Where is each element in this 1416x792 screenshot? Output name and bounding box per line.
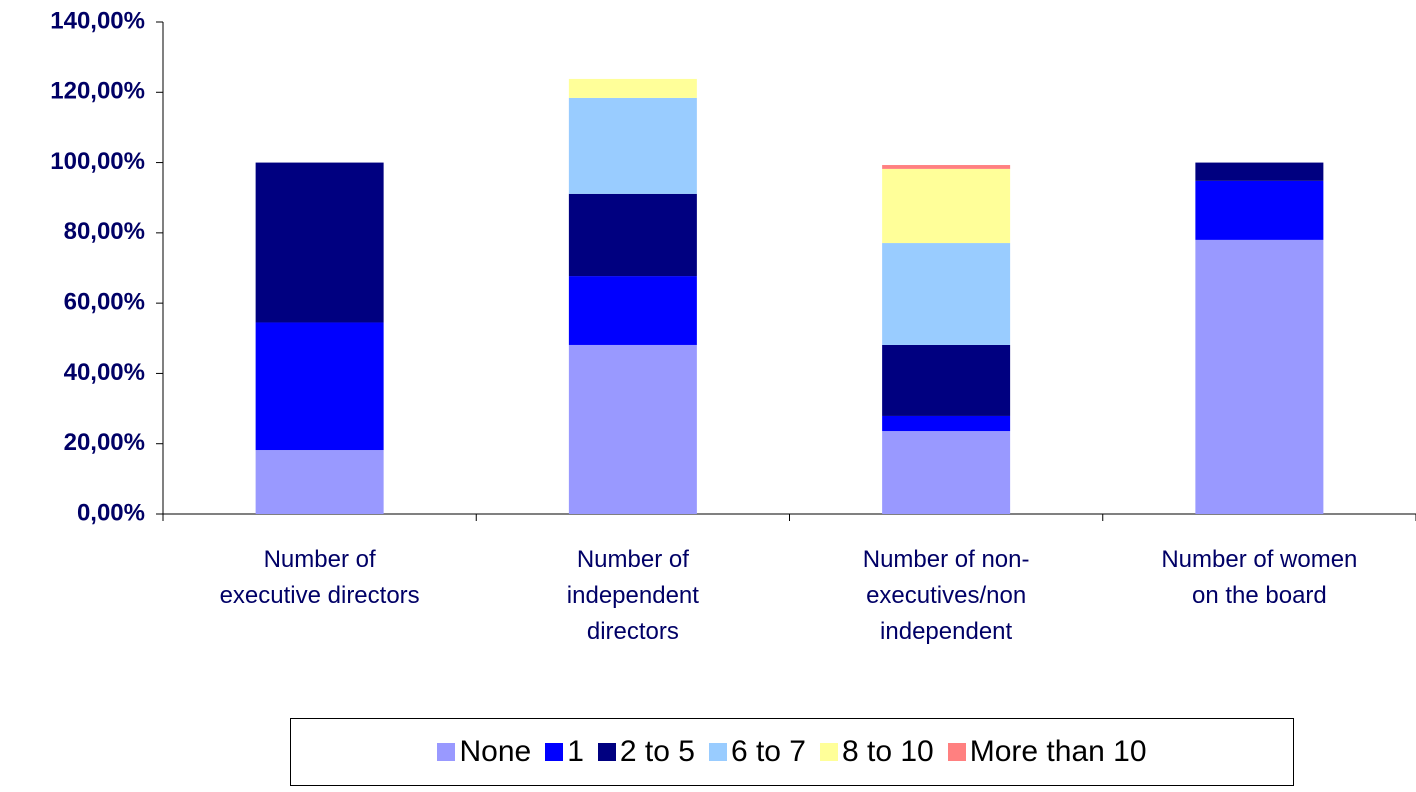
y-tick-label: 140,00% <box>50 7 145 34</box>
legend-label: 6 to 7 <box>730 735 806 768</box>
legend-item: 8 to 10 <box>820 735 934 769</box>
bar-segment <box>255 162 384 323</box>
y-tick-label: 60,00% <box>64 288 145 315</box>
legend-label: None <box>459 735 532 768</box>
bar-segment <box>882 415 1011 432</box>
legend-item: None <box>437 735 531 769</box>
y-tick-label: 0,00% <box>77 499 145 526</box>
bar-segment <box>255 450 384 514</box>
legend: None 1 2 to 5 6 to 7 8 to 10 More than 10 <box>290 718 1294 786</box>
legend-label: 1 <box>567 735 584 768</box>
legend-swatch <box>820 743 838 761</box>
legend-label: 8 to 10 <box>842 735 934 768</box>
legend-item: 6 to 7 <box>708 735 806 769</box>
bar-segment <box>882 165 1011 169</box>
legend-item: 2 to 5 <box>597 735 695 769</box>
bar-segment <box>255 322 384 451</box>
legend-swatch <box>545 743 564 761</box>
legend-swatch <box>437 743 456 761</box>
x-tick-label: Number of women on the board <box>1161 546 1358 609</box>
bar-segment <box>882 168 1011 244</box>
legend-swatch <box>947 743 966 761</box>
y-tick-label: 120,00% <box>50 78 145 105</box>
bar-segment <box>568 276 697 345</box>
legend-item: 1 <box>545 735 584 769</box>
bar-segment <box>568 344 697 514</box>
x-tick-label: Number of non- executives/non independen… <box>862 546 1030 645</box>
x-tick-label: Number of executive directors <box>219 546 420 609</box>
x-tick-label: Number of independent directors <box>566 546 699 645</box>
bar-segment <box>1195 180 1324 240</box>
legend-label: 2 to 5 <box>619 735 695 768</box>
legend-label: More than 10 <box>969 735 1147 768</box>
legend-item: More than 10 <box>947 735 1147 769</box>
y-tick-label: 80,00% <box>64 218 145 245</box>
bar-segment <box>568 193 697 277</box>
bar-segment <box>882 344 1011 416</box>
y-tick-label: 20,00% <box>64 429 145 456</box>
bar-segment <box>882 243 1011 345</box>
bar-segment <box>1195 162 1324 181</box>
bar-segment <box>568 97 697 194</box>
y-tick-label: 100,00% <box>50 148 145 175</box>
legend-swatch <box>708 743 727 761</box>
legend-swatch <box>597 743 616 761</box>
bar-segment <box>1195 239 1324 514</box>
bar-segment <box>882 431 1011 514</box>
bar-segment <box>568 78 697 98</box>
y-tick-label: 40,00% <box>64 359 145 386</box>
